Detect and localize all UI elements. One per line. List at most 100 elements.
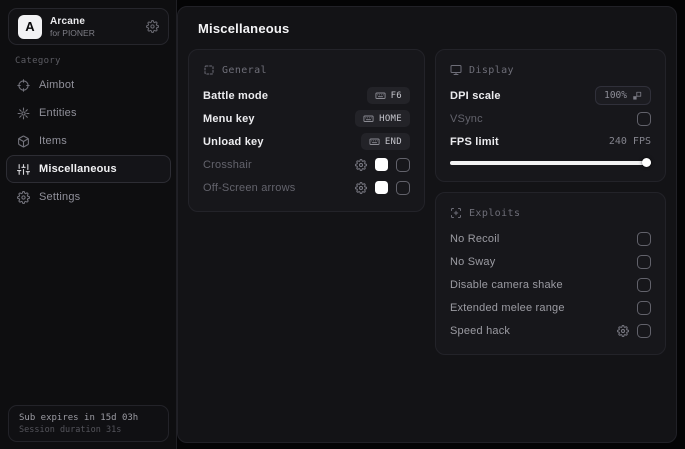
setting-label: DPI scale	[450, 89, 501, 102]
panel-display: Display DPI scale 100% VSync FPS limit 240 FP…	[435, 49, 666, 182]
sidebar-item-label: Aimbot	[39, 79, 75, 91]
app-logo-letter: A	[25, 19, 35, 34]
setting-row: Menu key HOME	[203, 107, 410, 130]
sidebar-nav: Aimbot Entities Items Miscellaneous Settings	[6, 71, 171, 211]
app-logo: A	[18, 14, 42, 39]
crosshair-icon	[17, 78, 30, 92]
session-duration-text: Session duration 31s	[19, 424, 122, 435]
entities-icon	[17, 107, 30, 120]
sidebar-item-label: Miscellaneous	[39, 163, 117, 175]
checkbox[interactable]	[396, 180, 410, 195]
setting-row: FPS limit 240 FPS	[450, 130, 651, 153]
color-swatch[interactable]	[375, 158, 388, 171]
app-subtitle: for PIONER	[50, 27, 95, 38]
setting-label: Off-Screen arrows	[203, 181, 296, 194]
row-controls	[637, 300, 651, 315]
setting-label: FPS limit	[450, 135, 499, 148]
row-controls	[637, 254, 651, 269]
checkbox[interactable]	[637, 254, 651, 269]
sidebar-item-aimbot[interactable]: Aimbot	[6, 71, 171, 99]
sidebar-item-miscellaneous[interactable]: Miscellaneous	[6, 155, 171, 183]
keybind-button[interactable]: HOME	[355, 110, 410, 127]
keyboard-icon	[369, 136, 380, 147]
gear-icon	[17, 190, 30, 204]
keybind-value: END	[384, 136, 402, 147]
row-controls	[355, 180, 410, 195]
setting-label: No Sway	[450, 255, 496, 268]
panel-exploits: Exploits No Recoil No Sway Disable camera s…	[435, 192, 666, 355]
sidebar-item-label: Entities	[39, 107, 77, 119]
keyboard-icon	[363, 113, 374, 124]
grid-icon	[203, 64, 215, 76]
sidebar-item-entities[interactable]: Entities	[6, 99, 171, 127]
checkbox[interactable]	[637, 277, 651, 292]
monitor-icon	[450, 64, 462, 76]
panel-header: General	[203, 59, 410, 81]
panel-title: General	[222, 64, 267, 76]
panel-general: General Battle mode F6 Menu key HOME Unload k…	[188, 49, 425, 212]
checkbox[interactable]	[637, 300, 651, 315]
setting-label: Disable camera shake	[450, 278, 563, 291]
setting-label: Battle mode	[203, 89, 269, 102]
panel-columns: General Battle mode F6 Menu key HOME Unload k…	[188, 49, 666, 355]
brand-text: Arcane for PIONER	[50, 16, 138, 38]
fps-slider[interactable]	[450, 158, 651, 169]
color-swatch[interactable]	[375, 181, 388, 194]
panel-header: Exploits	[450, 202, 651, 224]
sliders-icon	[17, 163, 30, 176]
panel-header: Display	[450, 59, 651, 81]
sidebar: A Arcane for PIONER Category Aimbot Entit…	[0, 0, 177, 449]
scan-icon	[450, 207, 462, 219]
checkbox[interactable]	[637, 323, 651, 338]
setting-row: No Recoil	[450, 227, 651, 250]
checkbox[interactable]	[637, 231, 651, 246]
gear-icon[interactable]	[146, 20, 159, 33]
panels-left: General Battle mode F6 Menu key HOME Unload k…	[188, 49, 425, 212]
row-controls	[637, 111, 651, 126]
row-controls	[637, 277, 651, 292]
setting-label: Menu key	[203, 112, 255, 125]
scale-icon	[632, 91, 642, 101]
row-controls: HOME	[355, 110, 410, 127]
gear-icon[interactable]	[355, 158, 367, 171]
category-label: Category	[15, 56, 61, 66]
setting-label: Crosshair	[203, 158, 252, 171]
brand-card: A Arcane for PIONER	[8, 8, 169, 45]
setting-row: Speed hack	[450, 319, 651, 342]
panel-title: Exploits	[469, 207, 521, 219]
subscription-card: Sub expires in 15d 03h Session duration …	[8, 405, 169, 442]
sub-expires-text: Sub expires in 15d 03h	[19, 412, 139, 423]
keybind-button[interactable]: END	[360, 133, 410, 150]
keybind-button[interactable]: F6	[366, 87, 410, 104]
row-controls: 100%	[595, 86, 651, 105]
setting-row: Crosshair	[203, 153, 410, 176]
dpi-select[interactable]: 100%	[595, 86, 651, 105]
fps-value: 240 FPS	[608, 136, 651, 147]
checkbox[interactable]	[637, 111, 651, 126]
app-name: Arcane	[50, 15, 86, 27]
sidebar-item-items[interactable]: Items	[6, 127, 171, 155]
gear-icon[interactable]	[355, 181, 367, 194]
slider-thumb[interactable]	[642, 158, 651, 167]
main-panel: Miscellaneous General Battle mode F6 Menu k…	[177, 6, 677, 443]
setting-row: Unload key END	[203, 130, 410, 153]
setting-label: VSync	[450, 112, 483, 125]
row-controls	[637, 231, 651, 246]
sidebar-item-label: Items	[39, 135, 67, 147]
sidebar-item-settings[interactable]: Settings	[6, 183, 171, 211]
checkbox[interactable]	[396, 157, 410, 172]
setting-row: Disable camera shake	[450, 273, 651, 296]
setting-label: Speed hack	[450, 324, 511, 337]
setting-row: Off-Screen arrows	[203, 176, 410, 199]
setting-label: No Recoil	[450, 232, 500, 245]
setting-label: Unload key	[203, 135, 264, 148]
row-controls: F6	[366, 87, 410, 104]
keybind-value: F6	[390, 90, 402, 101]
panel-title: Display	[469, 64, 514, 76]
row-controls: END	[360, 133, 410, 150]
sidebar-item-label: Settings	[39, 191, 81, 203]
panels-right: Display DPI scale 100% VSync FPS limit 240 FP…	[435, 49, 666, 355]
setting-row: DPI scale 100%	[450, 84, 651, 107]
gear-icon[interactable]	[617, 324, 629, 337]
setting-label: Extended melee range	[450, 301, 565, 314]
